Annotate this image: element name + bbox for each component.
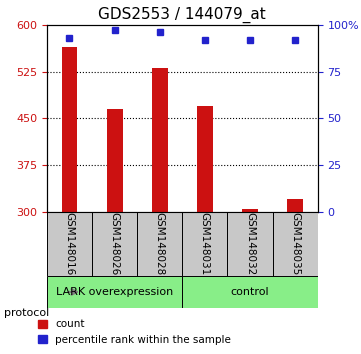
FancyBboxPatch shape bbox=[137, 212, 182, 276]
Legend: count, percentile rank within the sample: count, percentile rank within the sample bbox=[34, 315, 235, 349]
Text: protocol: protocol bbox=[4, 308, 49, 318]
Text: GSM148035: GSM148035 bbox=[290, 212, 300, 275]
FancyBboxPatch shape bbox=[92, 212, 137, 276]
Bar bbox=[197, 106, 213, 212]
Text: GSM148016: GSM148016 bbox=[65, 212, 74, 275]
Text: GSM148026: GSM148026 bbox=[110, 212, 119, 275]
Bar bbox=[242, 209, 258, 212]
FancyBboxPatch shape bbox=[227, 212, 273, 276]
Bar bbox=[62, 47, 77, 212]
Bar bbox=[107, 109, 122, 212]
Text: LARK overexpression: LARK overexpression bbox=[56, 287, 173, 297]
Text: GSM148031: GSM148031 bbox=[200, 212, 210, 275]
Text: GSM148028: GSM148028 bbox=[155, 212, 165, 275]
Bar bbox=[152, 68, 168, 212]
Bar bbox=[287, 199, 303, 212]
FancyBboxPatch shape bbox=[273, 212, 318, 276]
Text: control: control bbox=[231, 287, 269, 297]
FancyBboxPatch shape bbox=[182, 212, 227, 276]
FancyBboxPatch shape bbox=[182, 276, 318, 308]
Text: GSM148032: GSM148032 bbox=[245, 212, 255, 275]
FancyBboxPatch shape bbox=[47, 276, 182, 308]
Title: GDS2553 / 144079_at: GDS2553 / 144079_at bbox=[99, 7, 266, 23]
FancyBboxPatch shape bbox=[47, 212, 92, 276]
